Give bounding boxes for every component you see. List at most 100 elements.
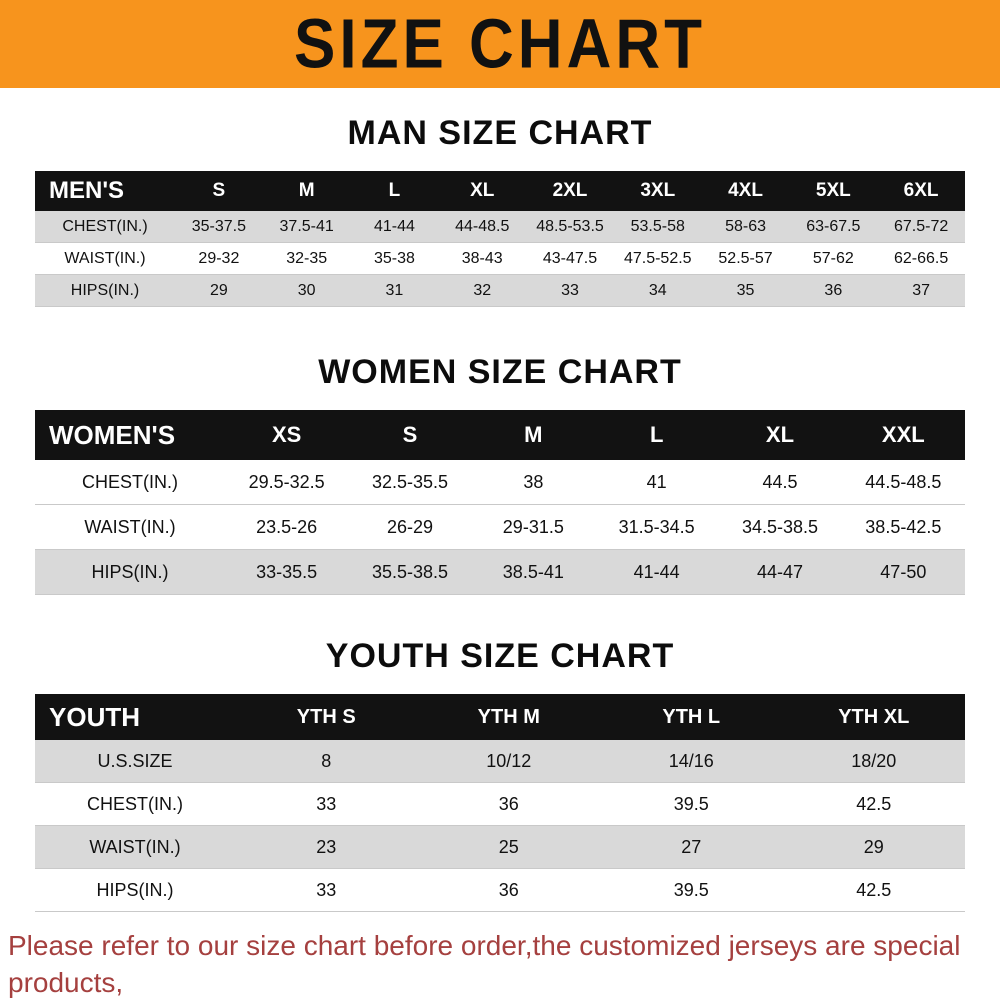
table-cell: 42.5 xyxy=(856,879,892,900)
column-header: XL xyxy=(765,422,795,447)
row-label: HIPS(IN.) xyxy=(91,561,169,582)
table-row: WAIST(IN.) 23 25 27 29 xyxy=(35,826,965,869)
row-label: WAIST(IN.) xyxy=(84,516,176,537)
table-cell: 29.5-32.5 xyxy=(248,471,325,492)
table-cell: 29-32 xyxy=(198,249,240,267)
row-label: U.S.SIZE xyxy=(97,750,173,771)
table-cell: 42.5 xyxy=(856,793,892,814)
table-cell: 30 xyxy=(297,281,316,299)
table-cell: 26-29 xyxy=(386,516,434,537)
column-header: YTH XL xyxy=(838,705,910,728)
table-cell: 41 xyxy=(646,471,667,492)
table-cell: 32.5-35.5 xyxy=(371,471,449,492)
table-cell: 44-47 xyxy=(756,561,804,582)
table-cell: 29 xyxy=(209,281,228,299)
table-cell: 34 xyxy=(648,281,667,299)
table-row: CHEST(IN.) 35-37.5 37.5-41 41-44 44-48.5 48.5… xyxy=(35,211,965,243)
men-section-heading: MAN SIZE CHART xyxy=(347,114,653,152)
youth-section-heading: YOUTH SIZE CHART xyxy=(325,637,675,675)
table-cell: 23 xyxy=(316,836,337,857)
column-header: L xyxy=(649,422,664,447)
table-cell: 32 xyxy=(473,281,492,299)
table-cell: 63-67.5 xyxy=(806,217,861,235)
table-title-cell: WOMEN'S xyxy=(49,419,176,450)
column-header: S xyxy=(212,180,226,201)
table-cell: 33 xyxy=(316,793,337,814)
row-label: WAIST(IN.) xyxy=(89,836,181,857)
men-size-table: MEN'S S M L XL 2XL 3XL 4XL 5XL 6XL CHEST(IN.) 35-37… xyxy=(35,171,965,307)
row-label: HIPS(IN.) xyxy=(70,281,140,299)
table-row: CHEST(IN.) 33 36 39.5 42.5 xyxy=(35,783,965,826)
table-cell: 38 xyxy=(523,471,544,492)
table-cell: 58-63 xyxy=(725,217,766,235)
section-youth: YOUTH SIZE CHART YOUTH YTH S YTH M YTH L YTH… xyxy=(0,595,1000,912)
table-title-cell: MEN'S xyxy=(49,177,125,204)
table-header-row: MEN'S S M L XL 2XL 3XL 4XL 5XL 6XL xyxy=(35,171,965,211)
column-header: XS xyxy=(271,422,302,447)
row-label: CHEST(IN.) xyxy=(82,471,178,492)
table-cell: 36 xyxy=(824,281,843,299)
table-cell: 57-62 xyxy=(812,249,854,267)
page-title: SIZE CHART xyxy=(294,5,706,83)
table-row: HIPS(IN.) 33-35.5 35.5-38.5 38.5-41 41-44 44-… xyxy=(35,550,965,595)
table-cell: 18/20 xyxy=(851,750,897,771)
footer-note: Please refer to our size chart before or… xyxy=(0,928,1000,1000)
youth-size-table: YOUTH YTH S YTH M YTH L YTH XL U.S.SIZE 8 10/12… xyxy=(35,694,965,912)
table-row: CHEST(IN.) 29.5-32.5 32.5-35.5 38 41 44.5 44.5… xyxy=(35,460,965,505)
column-header: 3XL xyxy=(640,180,676,201)
table-cell: 31.5-34.5 xyxy=(618,516,695,537)
column-header: L xyxy=(388,180,401,201)
table-cell: 8 xyxy=(321,750,332,771)
column-header: M xyxy=(524,422,543,447)
section-women: WOMEN SIZE CHART WOMEN'S XS S M L XL XXL CHEST(… xyxy=(0,307,1000,595)
table-cell: 29-31.5 xyxy=(502,516,564,537)
table-cell: 35 xyxy=(736,281,755,299)
table-cell: 32-35 xyxy=(286,249,328,267)
column-header: 6XL xyxy=(903,180,939,201)
column-header: 5XL xyxy=(815,180,851,201)
section-men: MAN SIZE CHART MEN'S S M L XL 2XL 3XL 4XL 5XL 6XL… xyxy=(0,88,1000,307)
table-cell: 41-44 xyxy=(633,561,680,582)
table-cell: 38.5-41 xyxy=(502,561,564,582)
table-cell: 47.5-52.5 xyxy=(623,249,692,267)
table-header-row: YOUTH YTH S YTH M YTH L YTH XL xyxy=(35,694,965,740)
table-cell: 35.5-38.5 xyxy=(371,561,449,582)
table-cell: 33 xyxy=(561,281,579,299)
table-row: WAIST(IN.) 23.5-26 26-29 29-31.5 31.5-34.5 34… xyxy=(35,505,965,550)
table-cell: 34.5-38.5 xyxy=(741,516,819,537)
table-cell: 27 xyxy=(681,836,702,857)
table-cell: 44.5-48.5 xyxy=(865,471,942,492)
table-cell: 31 xyxy=(385,281,404,299)
table-row: HIPS(IN.) 29 30 31 32 33 34 35 36 37 xyxy=(35,275,965,307)
column-header: XL xyxy=(470,180,495,201)
table-cell: 38.5-42.5 xyxy=(865,516,942,537)
table-cell: 35-38 xyxy=(373,249,415,267)
table-cell: 47-50 xyxy=(880,561,927,582)
table-row: WAIST(IN.) 29-32 32-35 35-38 38-43 43-47.5 47.… xyxy=(35,243,965,275)
table-cell: 36 xyxy=(498,793,519,814)
table-cell: 44.5 xyxy=(762,471,798,492)
column-header: M xyxy=(298,180,315,201)
table-cell: 25 xyxy=(498,836,519,857)
table-row: U.S.SIZE 8 10/12 14/16 18/20 xyxy=(35,740,965,783)
table-cell: 23.5-26 xyxy=(256,516,318,537)
table-cell: 36 xyxy=(498,879,519,900)
table-cell: 14/16 xyxy=(668,750,714,771)
column-header: YTH L xyxy=(662,705,721,728)
table-cell: 37 xyxy=(912,281,930,299)
table-cell: 48.5-53.5 xyxy=(536,217,604,235)
footer-note-line1: Please refer to our size chart before or… xyxy=(8,930,961,998)
column-header: 2XL xyxy=(552,180,588,201)
row-label: CHEST(IN.) xyxy=(62,217,148,235)
table-cell: 52.5-57 xyxy=(718,249,773,267)
table-header-row: WOMEN'S XS S M L XL XXL xyxy=(35,410,965,460)
top-banner: SIZE CHART xyxy=(0,0,1000,88)
column-header: YTH M xyxy=(477,705,540,728)
table-cell: 44-48.5 xyxy=(455,217,510,235)
table-cell: 62-66.5 xyxy=(893,249,949,267)
table-cell: 38-43 xyxy=(461,249,503,267)
table-title-cell: YOUTH xyxy=(49,701,140,732)
table-cell: 67.5-72 xyxy=(893,217,949,235)
table-cell: 35-37.5 xyxy=(191,217,247,235)
row-label: HIPS(IN.) xyxy=(96,879,174,900)
